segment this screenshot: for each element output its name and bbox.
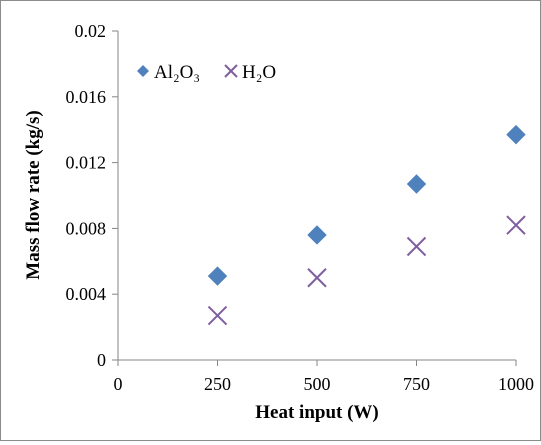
data-point [406, 174, 427, 194]
data-point [506, 215, 526, 235]
legend-label: Al₂O₃ [154, 62, 200, 83]
data-marks [207, 124, 526, 326]
data-point-stroke [207, 305, 228, 326]
tick-labels: 0 250 500 750 1000 0 0.004 0.008 0.012 0.016 0.02 [66, 21, 535, 394]
x-axis-title: Heat input (W) [255, 402, 379, 423]
data-point [207, 266, 228, 286]
series-1 [207, 124, 526, 286]
series-2 [207, 215, 526, 326]
data-point [406, 236, 427, 257]
y-tick-label: 0.008 [66, 218, 107, 238]
data-point [207, 305, 228, 326]
data-point-stroke [506, 215, 526, 235]
y-tick-label: 0.016 [66, 87, 107, 107]
data-point [307, 268, 327, 288]
y-tick-label: 0.012 [66, 153, 107, 173]
data-point-stroke [307, 268, 327, 288]
legend-marker-stroke [224, 64, 238, 78]
legend: Al₂O₃ H₂O [137, 62, 276, 83]
legend-marker-x [224, 64, 238, 78]
data-point [307, 225, 327, 245]
legend-marker-diamond [137, 65, 149, 77]
data-point [506, 124, 526, 145]
legend-label: H₂O [242, 62, 276, 83]
x-tick-label: 1000 [498, 374, 534, 394]
data-point-stroke [406, 236, 427, 257]
x-tick-label: 500 [304, 374, 331, 394]
y-tick-label: 0.02 [75, 21, 107, 41]
y-tick-label: 0 [97, 350, 106, 370]
x-tick-label: 250 [204, 374, 231, 394]
x-tick-label: 0 [114, 374, 123, 394]
y-axis-title: Mass flow rate (kg/s) [23, 110, 44, 279]
x-tick-label: 750 [403, 374, 430, 394]
y-tick-label: 0.004 [66, 284, 107, 304]
ticks [112, 30, 517, 366]
